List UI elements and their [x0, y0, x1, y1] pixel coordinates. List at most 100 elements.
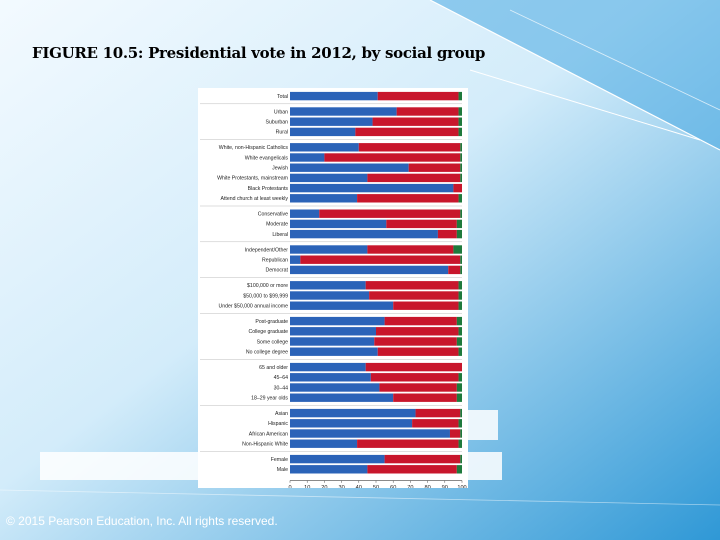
bar-obama: [290, 245, 368, 254]
bar-other: [456, 393, 462, 402]
bar-obama: [290, 383, 380, 392]
bar-romney: [393, 301, 459, 310]
category-label: Suburban: [266, 120, 289, 126]
bar-obama: [290, 419, 413, 428]
bar-romney: [357, 194, 459, 203]
category-label: Urban: [274, 109, 288, 115]
category-label: $50,000 to $99,999: [243, 293, 288, 299]
category-label: Non-Hispanic White: [242, 442, 288, 448]
x-tick-label: 20: [321, 485, 327, 488]
bar-obama: [290, 439, 358, 448]
category-label: 45–64: [274, 375, 289, 381]
category-label: Under $50,000 annual income: [218, 304, 288, 310]
bar-other: [460, 408, 462, 418]
bar-other: [458, 194, 462, 203]
category-label: Male: [277, 467, 288, 473]
vote-chart: Total Urban Suburban Rural White, non-Hispan…: [200, 91, 467, 488]
bar-other: [456, 383, 462, 392]
bar-romney: [367, 465, 457, 474]
bar-romney: [369, 291, 459, 300]
bar-other: [460, 173, 462, 183]
x-tick-label: 100: [457, 485, 466, 488]
bar-obama: [290, 163, 409, 172]
bar-other: [460, 163, 462, 172]
bar-other: [460, 153, 462, 162]
bar-obama: [290, 209, 320, 218]
bar-romney: [358, 143, 461, 152]
bar-romney: [377, 347, 459, 356]
bar-other: [460, 143, 462, 152]
bar-romney: [408, 163, 461, 172]
bar-other: [460, 454, 462, 464]
bar-obama: [290, 362, 366, 372]
bar-romney: [379, 383, 457, 392]
bar-obama: [290, 91, 378, 101]
x-tick-label: 60: [390, 485, 396, 488]
bar-other: [456, 316, 462, 326]
bar-romney: [437, 229, 457, 239]
x-tick-label: 30: [338, 485, 344, 488]
bar-romney: [448, 265, 461, 275]
bar-other: [458, 419, 462, 428]
bar-other: [458, 373, 462, 382]
bar-romney: [393, 393, 457, 402]
bar-romney: [365, 281, 459, 290]
bar-other: [460, 429, 462, 438]
bar-obama: [290, 291, 370, 300]
category-label: Moderate: [266, 222, 288, 228]
x-tick-label: 0: [288, 485, 291, 488]
bar-romney: [357, 439, 459, 448]
bar-obama: [290, 393, 394, 402]
bar-obama: [290, 408, 416, 418]
category-label: College graduate: [248, 329, 288, 335]
bar-romney: [412, 419, 459, 428]
bar-other: [460, 265, 462, 275]
category-label: Democrat: [266, 268, 289, 274]
bar-obama: [290, 127, 356, 137]
category-label: Asian: [275, 411, 288, 417]
copyright-notice: © 2015 Pearson Education, Inc. All right…: [6, 514, 278, 528]
category-label: Attend church at least weekly: [221, 196, 289, 202]
bar-romney: [377, 91, 459, 101]
bar-romney: [376, 327, 459, 336]
category-label: Jewish: [272, 166, 288, 172]
bar-other: [456, 465, 462, 474]
bar-obama: [290, 117, 373, 126]
category-label: White, non-Hispanic Catholics: [219, 145, 289, 151]
bar-obama: [290, 255, 301, 264]
category-label: Some college: [257, 339, 289, 345]
x-tick-label: 80: [424, 485, 430, 488]
bar-romney: [365, 362, 462, 372]
bar-other: [458, 347, 462, 356]
category-label: 18–29 year olds: [251, 396, 288, 402]
bar-romney: [372, 117, 459, 126]
bar-other: [458, 107, 462, 116]
bar-obama: [290, 173, 368, 183]
category-label: 30–44: [274, 385, 289, 391]
bar-obama: [290, 219, 387, 229]
bar-romney: [384, 316, 457, 326]
bar-obama: [290, 327, 376, 336]
bar-other: [456, 337, 462, 346]
bar-other: [460, 255, 462, 264]
bar-obama: [290, 301, 394, 310]
category-label: African American: [249, 431, 288, 437]
bar-obama: [290, 265, 449, 275]
bar-other: [458, 117, 462, 126]
category-label: Black Protestants: [248, 186, 289, 192]
category-label: No college degree: [246, 350, 288, 356]
x-tick-label: 70: [407, 485, 413, 488]
caption-band-small: [462, 410, 498, 440]
category-label: Republican: [262, 258, 288, 264]
bar-obama: [290, 229, 438, 239]
bar-romney: [319, 209, 461, 218]
bar-other: [456, 229, 462, 239]
category-label: 65 and older: [259, 365, 288, 371]
bar-romney: [384, 454, 461, 464]
bar-other: [456, 219, 462, 229]
bar-romney: [370, 373, 459, 382]
category-label: Female: [271, 457, 288, 463]
bar-other: [458, 91, 462, 101]
bar-obama: [290, 316, 385, 326]
bar-obama: [290, 183, 454, 193]
